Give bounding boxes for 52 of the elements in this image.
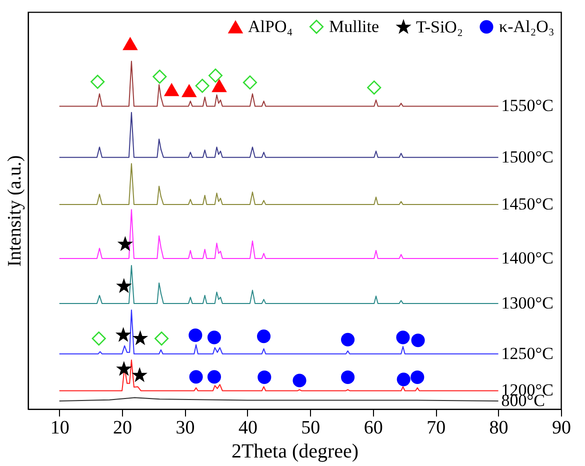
x-tick-label: 50 [301, 418, 320, 438]
point [90, 74, 105, 89]
point [189, 370, 203, 384]
x-tick-label: 80 [489, 418, 508, 438]
point [123, 37, 138, 50]
point [396, 330, 410, 344]
series-label: 1400°C [501, 248, 554, 268]
point [116, 328, 130, 341]
y-axis-title: Intensity (a.u.) [4, 155, 26, 267]
point [118, 237, 132, 250]
x-axis-title: 2Theta (degree) [231, 440, 359, 462]
point [134, 332, 147, 344]
point [133, 368, 146, 382]
x-tick-label: 10 [50, 418, 70, 438]
x-tick-label: 30 [176, 418, 195, 438]
x-tick-label: 60 [364, 418, 383, 438]
point [207, 330, 222, 344]
point [341, 370, 355, 384]
series-label: 1450°C [501, 194, 554, 214]
point [411, 334, 425, 348]
point [257, 330, 271, 344]
series-label: 1500°C [501, 147, 554, 166]
point [117, 279, 131, 292]
x-tick-label: 90 [552, 418, 571, 438]
point [195, 78, 210, 93]
point [117, 362, 131, 375]
point [292, 374, 306, 388]
point [341, 332, 355, 346]
series-label: 1300°C [501, 293, 554, 312]
point [188, 328, 202, 342]
point [258, 370, 272, 384]
series-label: 1250°C [501, 344, 554, 363]
point [242, 75, 258, 90]
point [154, 331, 169, 346]
point [410, 370, 424, 384]
point [367, 80, 382, 95]
point [208, 68, 223, 83]
legend-label: Mullite [329, 16, 380, 36]
point [92, 331, 106, 346]
x-tick-label: 20 [113, 418, 132, 438]
legend-label: T-SiO₂ [416, 17, 463, 36]
x-tick-label: 70 [426, 418, 446, 438]
legend-label: κ-Al₂O₃ [499, 16, 554, 36]
series-label: 1550°C [501, 96, 554, 116]
point [164, 83, 179, 96]
point [182, 84, 196, 98]
point [396, 372, 410, 386]
point [152, 70, 167, 84]
legend-label: AlPO₄ [248, 17, 293, 36]
point [212, 79, 226, 92]
x-tick-label: 40 [238, 418, 258, 438]
point [207, 370, 222, 384]
